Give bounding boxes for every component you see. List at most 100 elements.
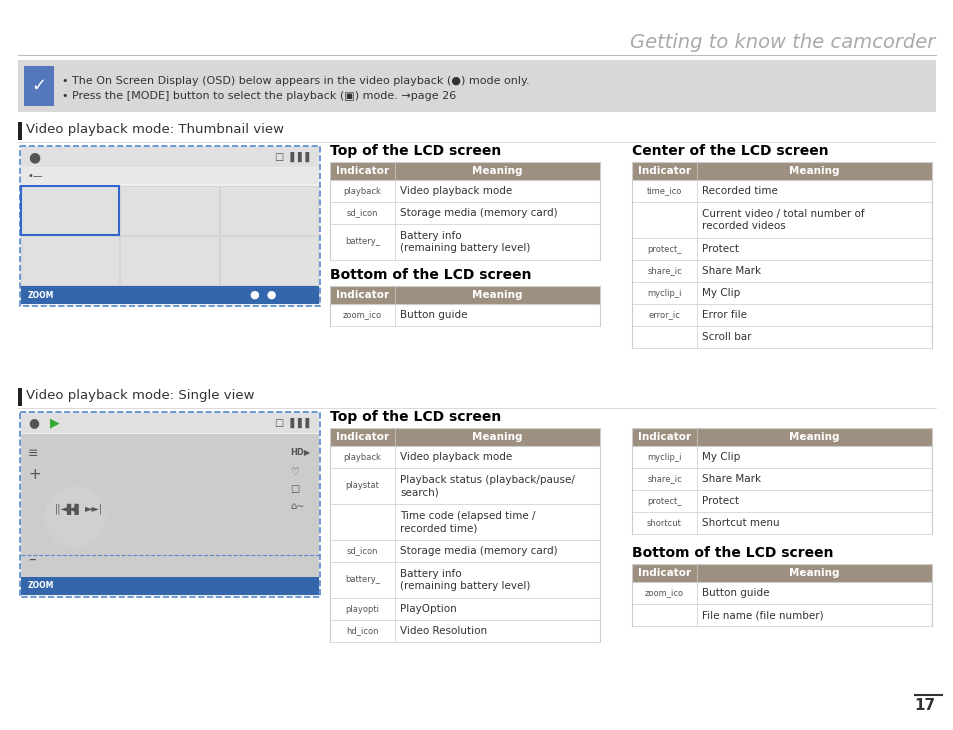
Bar [631, 582, 931, 604]
Bar [631, 468, 931, 490]
Text: ≡: ≡ [28, 447, 38, 460]
Text: Current video / total number of
recorded videos: Current video / total number of recorded… [701, 209, 863, 231]
Text: ●  ●: ● ● [250, 290, 276, 300]
Text: •—: •— [28, 171, 44, 181]
Bar [21, 286, 318, 304]
Bar [21, 147, 318, 167]
Text: Indicator: Indicator [638, 432, 690, 442]
Text: □  ▌▌▌: □ ▌▌▌ [274, 418, 313, 428]
Text: zoom_ico: zoom_ico [342, 310, 381, 320]
Text: Protect: Protect [701, 244, 739, 254]
Text: share_ic: share_ic [646, 474, 681, 483]
Text: time_ico: time_ico [646, 186, 681, 196]
Text: ▶: ▶ [50, 417, 59, 429]
Text: Error file: Error file [701, 310, 746, 320]
Bar [631, 282, 931, 304]
Text: Battery info
(remaining battery level): Battery info (remaining battery level) [399, 231, 530, 253]
Bar [631, 428, 931, 446]
Text: ZOOM: ZOOM [28, 291, 54, 299]
Text: PlayOption: PlayOption [399, 604, 456, 614]
Text: Indicator: Indicator [335, 290, 389, 300]
Text: protect_: protect_ [646, 245, 681, 253]
Text: • The On Screen Display (OSD) below appears in the video playback (●) mode only.: • The On Screen Display (OSD) below appe… [62, 76, 529, 86]
Bar [219, 186, 317, 235]
Bar [330, 468, 599, 504]
Bar [631, 512, 931, 534]
Text: ⌂∼: ⌂∼ [290, 501, 304, 511]
Circle shape [45, 487, 105, 547]
Bar [21, 168, 318, 184]
Text: Battery info
(remaining battery level): Battery info (remaining battery level) [399, 569, 530, 591]
Bar [330, 598, 599, 620]
Bar [330, 224, 599, 260]
Text: Indicator: Indicator [335, 432, 389, 442]
Text: myclip_i: myclip_i [646, 288, 681, 298]
Text: Shortcut menu: Shortcut menu [701, 518, 779, 528]
Text: shortcut: shortcut [646, 518, 681, 528]
Bar [631, 604, 931, 626]
Bar [330, 540, 599, 562]
Text: Recorded time: Recorded time [701, 186, 777, 196]
Bar [330, 286, 599, 304]
Text: Meaning: Meaning [788, 166, 839, 176]
Text: □: □ [290, 484, 299, 494]
Text: Storage media (memory card): Storage media (memory card) [399, 546, 558, 556]
Text: Video playback mode: Video playback mode [399, 186, 512, 196]
Text: Bottom of the LCD screen: Bottom of the LCD screen [631, 546, 833, 560]
Text: Protect: Protect [701, 496, 739, 506]
Text: Share Mark: Share Mark [701, 266, 760, 276]
Bar [330, 446, 599, 468]
Bar [631, 162, 931, 180]
Bar [120, 186, 218, 235]
Text: myclip_i: myclip_i [646, 453, 681, 461]
Text: sd_icon: sd_icon [346, 547, 377, 556]
Text: ZOOM: ZOOM [28, 582, 54, 591]
Bar [21, 577, 318, 595]
FancyBboxPatch shape [20, 146, 319, 306]
Bar [330, 620, 599, 642]
Text: Getting to know the camcorder: Getting to know the camcorder [629, 33, 934, 52]
Text: sd_icon: sd_icon [346, 209, 377, 218]
Bar [21, 434, 318, 577]
Text: +: + [28, 467, 41, 482]
Bar [219, 236, 317, 285]
Bar [631, 446, 931, 468]
Bar [631, 304, 931, 326]
Text: Indicator: Indicator [335, 166, 389, 176]
Bar [24, 66, 54, 106]
Bar [21, 236, 119, 285]
Text: Meaning: Meaning [472, 432, 522, 442]
Bar [21, 413, 318, 433]
Text: share_ic: share_ic [646, 266, 681, 275]
Text: Top of the LCD screen: Top of the LCD screen [330, 410, 500, 424]
Text: ✓: ✓ [31, 77, 47, 95]
Text: ●: ● [28, 417, 39, 429]
Text: 17: 17 [913, 698, 934, 713]
Bar [330, 202, 599, 224]
Text: ►►|: ►►| [85, 504, 103, 514]
Text: Meaning: Meaning [472, 166, 522, 176]
Text: Meaning: Meaning [788, 432, 839, 442]
Text: HD▶: HD▶ [290, 447, 310, 456]
Text: ●: ● [28, 150, 40, 164]
Text: Button guide: Button guide [399, 310, 467, 320]
Text: My Clip: My Clip [701, 452, 740, 462]
Bar [330, 562, 599, 598]
Bar [120, 236, 218, 285]
Text: Storage media (memory card): Storage media (memory card) [399, 208, 558, 218]
Bar [330, 304, 599, 326]
Text: playback: playback [343, 186, 381, 196]
Bar [631, 490, 931, 512]
Bar [18, 60, 935, 112]
Text: Meaning: Meaning [472, 290, 522, 300]
Text: ||◄◄: ||◄◄ [55, 504, 76, 514]
Bar [631, 260, 931, 282]
Bar [18, 388, 22, 406]
Bar [330, 162, 599, 180]
Text: battery_: battery_ [345, 237, 379, 247]
Text: hd_icon: hd_icon [346, 626, 378, 636]
Text: Center of the LCD screen: Center of the LCD screen [631, 144, 828, 158]
Bar [631, 202, 931, 238]
Text: Video playback mode: Video playback mode [399, 452, 512, 462]
Bar [18, 122, 22, 140]
